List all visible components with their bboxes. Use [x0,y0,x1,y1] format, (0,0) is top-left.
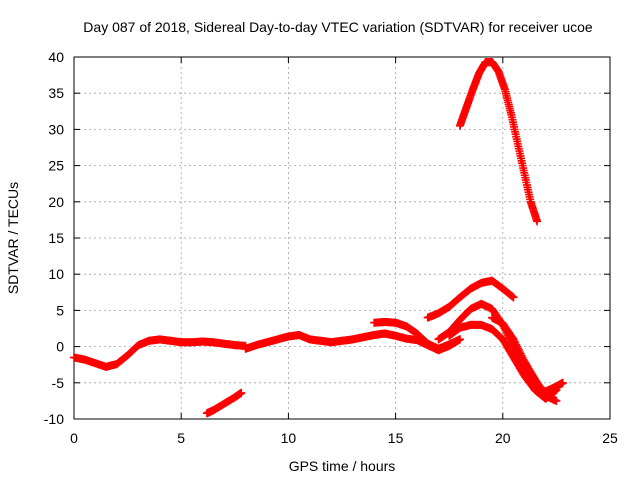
x-axis-label: GPS time / hours [289,458,396,474]
data-point [533,217,542,226]
x-tick-label: 25 [602,430,618,446]
series-track-mid-4 [488,313,561,405]
data-point [512,340,521,349]
series-track-low-2 [241,329,464,355]
x-tick-label: 0 [70,430,78,446]
y-tick-label: -5 [52,375,65,391]
x-tick-label: 5 [177,430,185,446]
data-point [552,396,561,405]
data-point [517,351,526,360]
data-point [514,346,523,355]
y-tick-label: 30 [48,121,64,137]
series-track-mid-2 [434,299,567,396]
x-tick-label: 10 [281,430,297,446]
data-point [515,348,524,357]
data-point [509,335,518,344]
x-tick-label: 15 [388,430,404,446]
data-point [511,338,520,347]
y-tick-label: 10 [48,266,64,282]
data-point [513,342,522,351]
y-axis-label: SDTVAR / TECUs [5,182,21,294]
series-track-high [455,58,542,226]
y-tick-label: 35 [48,85,64,101]
data-series [70,58,567,418]
y-tick-label: 15 [48,230,64,246]
series-track-low-3 [370,317,464,353]
data-point [455,335,464,344]
series-track-low-1 [70,335,250,371]
data-point [516,349,525,358]
data-point [552,386,561,395]
chart-title: Day 087 of 2018, Sidereal Day-to-day VTE… [83,19,593,35]
data-point [510,337,519,346]
data-point [513,344,522,353]
data-point [509,293,518,302]
y-tick-label: 20 [48,194,64,210]
series-track-mid-3 [445,320,561,403]
y-tick-label: -10 [44,411,64,427]
x-tick-label: 20 [495,430,511,446]
data-point [518,353,527,362]
y-tick-label: 5 [56,302,64,318]
y-tick-label: 40 [48,49,64,65]
data-point [558,378,567,387]
series-track-neg [202,388,246,418]
axis-ticks: 0 5 10 15 20 25 -10 -5 0 5 10 15 20 25 30 35 40 [44,49,618,446]
data-point [237,388,246,397]
y-tick-label: 25 [48,158,64,174]
y-tick-label: 0 [56,339,64,355]
series-track-mid-1 [423,276,518,322]
